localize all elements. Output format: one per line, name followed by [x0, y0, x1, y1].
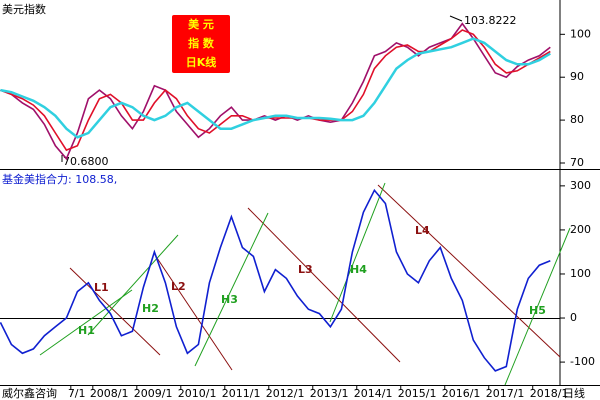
series-line — [0, 37, 551, 139]
x-tick-label: 2012/1 — [266, 387, 305, 400]
series-line — [0, 188, 551, 372]
trend-label: L3 — [298, 263, 313, 276]
x-tick-label: 2016/1 — [442, 387, 481, 400]
annotation-pointer — [449, 15, 463, 22]
trend-label: H5 — [529, 304, 546, 317]
annotation: 103.8222 — [464, 14, 517, 27]
y-tick-label: 200 — [570, 223, 591, 236]
x-tick-label: 2014/1 — [354, 387, 393, 400]
trend-labels: L1 L2 L3 L4 — [94, 224, 430, 294]
y-tick-label: 90 — [570, 70, 584, 83]
x-label-right: 日线 — [563, 386, 585, 400]
series-line — [0, 22, 551, 161]
x-tick-label: 2009/1 — [134, 387, 173, 400]
x-tick-label: 2008/1 — [90, 387, 129, 400]
up-trend-lines — [39, 182, 571, 386]
trend-labels: H1 H2 H3 H4 H5 — [78, 263, 546, 337]
annotation: 70.6800 — [63, 155, 109, 168]
y-tick-label: 100 — [570, 27, 591, 40]
label-box — [172, 15, 230, 73]
trend-label: H3 — [221, 293, 238, 306]
x-tick-label: 2015/1 — [398, 387, 437, 400]
x-tick-label: 2010/1 — [178, 387, 217, 400]
y-tick-label: -100 — [570, 355, 595, 368]
box-label: 指 数 — [188, 36, 215, 50]
y-tick-label: 80 — [570, 113, 584, 126]
x-tick-label: 2011/1 — [222, 387, 261, 400]
trend-label: L1 — [94, 281, 109, 294]
box-label: 日K线 — [186, 55, 217, 69]
box-label: 美 元 — [188, 17, 214, 31]
x-tick-label: 7/1 — [68, 387, 86, 400]
y-tick-label: 0 — [570, 311, 577, 324]
y-tick-label: 300 — [570, 179, 591, 192]
indicator-label: 基金美指合力: 108.58, — [2, 172, 117, 186]
series-line — [0, 29, 551, 152]
down-trend-lines — [69, 184, 561, 371]
trend-label: L2 — [171, 280, 186, 293]
trend-label: H1 — [78, 324, 95, 337]
x-tick-label: 2018/1 — [530, 387, 569, 400]
trend-label: H4 — [350, 263, 367, 276]
y-tick-label: 100 — [570, 267, 591, 280]
x-tick-label: 2013/1 — [310, 387, 349, 400]
trend-label: H2 — [142, 302, 159, 315]
y-tick-label: 70 — [570, 156, 584, 169]
trend-label: L4 — [415, 224, 430, 237]
x-tick-label: 2017/1 — [486, 387, 525, 400]
x-label-left: 威尔鑫咨询 — [2, 386, 57, 400]
chart-title: 美元指数 — [2, 2, 46, 16]
